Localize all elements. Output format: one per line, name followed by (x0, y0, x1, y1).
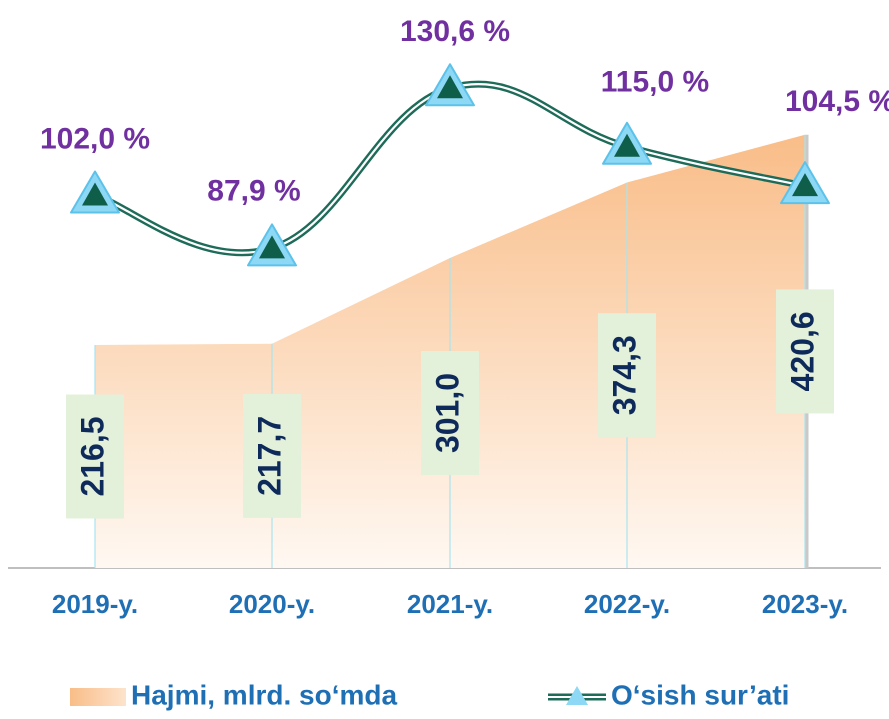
legend-marker (566, 686, 588, 705)
value-label: 374,3 (606, 335, 642, 415)
value-label: 104,5 % (785, 85, 889, 118)
value-label: 216,5 (74, 416, 110, 496)
legend-swatch (70, 688, 126, 706)
value-label-box (776, 289, 834, 414)
marker-inner (259, 235, 285, 259)
marker-inner (792, 173, 818, 197)
value-label: 301,0 (429, 373, 465, 453)
x-tick-label: 2020-y. (229, 589, 315, 619)
legend-label: Hajmi, mlrd. so‘mda (131, 679, 397, 710)
legend-label: O‘sish sur’ati (611, 679, 789, 710)
value-label-box (598, 313, 656, 438)
x-tick-label: 2022-y. (584, 589, 670, 619)
value-label-box (243, 393, 301, 518)
x-tick-label: 2021-y. (407, 589, 493, 619)
marker-inner (614, 133, 640, 157)
x-tick-label: 2019-y. (52, 589, 138, 619)
value-label: 217,7 (251, 416, 287, 496)
x-tick-label: 2023-y. (762, 589, 848, 619)
marker-inner (437, 75, 463, 99)
value-label: 420,6 (784, 311, 820, 391)
value-label: 102,0 % (40, 122, 150, 155)
value-label-box (66, 394, 124, 519)
value-label: 115,0 % (601, 66, 709, 99)
marker-inner (82, 182, 108, 206)
value-label: 87,9 % (207, 174, 300, 207)
value-label: 130,6 % (400, 15, 510, 48)
value-label-box (421, 350, 479, 475)
